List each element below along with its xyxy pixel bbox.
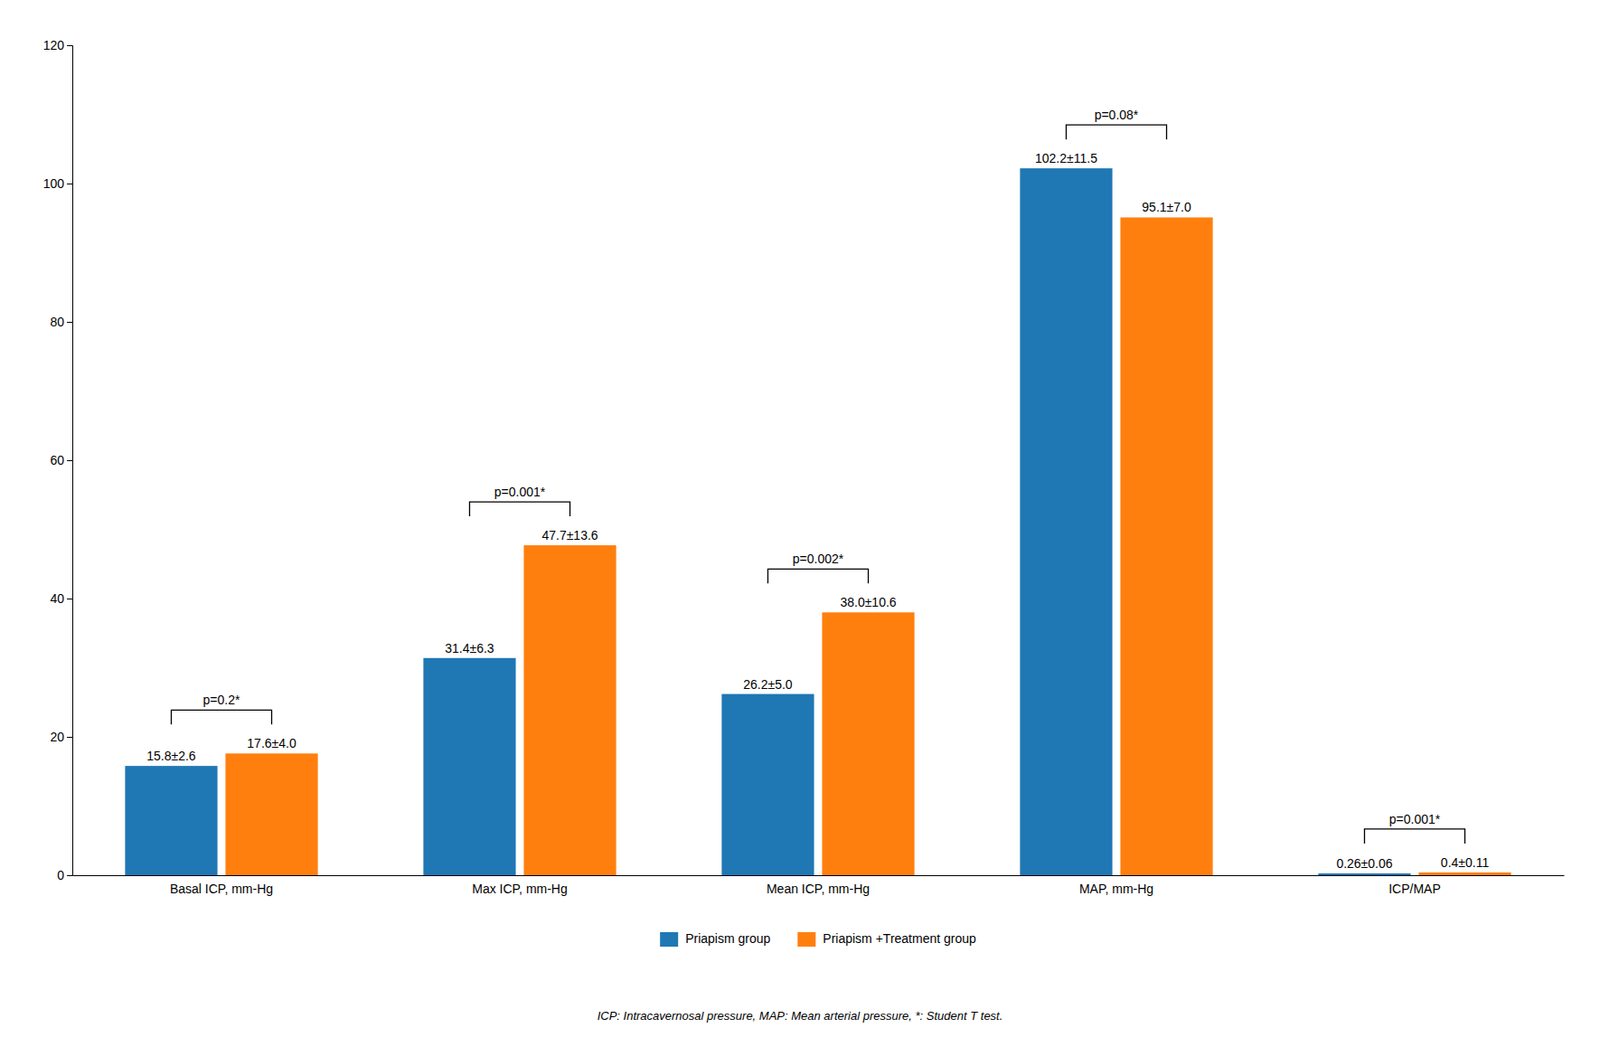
data-label: 95.1±7.0 xyxy=(1141,199,1192,215)
bar xyxy=(225,752,318,876)
y-tick-mark xyxy=(66,45,73,47)
footnote: ICP: Intracavernosal pressure, MAP: Mean… xyxy=(597,1008,1004,1023)
bar xyxy=(523,545,616,876)
data-label: 38.0±10.6 xyxy=(839,594,896,610)
data-label: 31.4±6.3 xyxy=(444,640,495,656)
bar xyxy=(1418,872,1511,876)
annotation: p=0.001* xyxy=(1389,811,1441,827)
y-tick-mark xyxy=(66,183,73,185)
bracket xyxy=(469,501,570,517)
legend-swatch xyxy=(659,931,678,947)
y-tick: 120 xyxy=(43,37,73,53)
bracket xyxy=(1364,828,1465,844)
bars xyxy=(124,168,1511,876)
legend-label: Priapism +Treatment group xyxy=(822,931,977,946)
data-label: 102.2±11.5 xyxy=(1035,150,1098,166)
bar xyxy=(1019,168,1112,876)
x-axis-line xyxy=(73,875,1565,876)
legend-label: Priapism group xyxy=(685,931,771,946)
x-tick: ICP/MAP xyxy=(1388,881,1441,896)
legend: Priapism group Priapism +Treatment group xyxy=(659,931,977,947)
plot: 0 20 40 60 80 100 120 Basal ICP, mm-Hg Max ICP, … xyxy=(43,37,1565,896)
data-labels: 15.8±2.6 31.4±6.3 26.2±5.0 102.2±11.5 0.26±0… xyxy=(146,150,1489,871)
y-tick: 40 xyxy=(49,591,73,606)
bar xyxy=(124,765,217,876)
x-tick-label: ICP/MAP xyxy=(1388,881,1441,896)
data-label: 15.8±2.6 xyxy=(146,748,197,763)
x-tick-label: Basal ICP, mm-Hg xyxy=(169,881,273,896)
y-tick: 0 xyxy=(56,867,73,883)
y-axis-line xyxy=(66,46,74,876)
x-tick-label: Mean ICP, mm-Hg xyxy=(766,881,870,896)
data-label: 26.2±5.0 xyxy=(743,677,793,692)
y-tick-label: 20 xyxy=(49,729,65,744)
annotation: p=0.001* xyxy=(494,484,546,499)
y-axis: 0 20 40 60 80 100 120 xyxy=(43,37,74,883)
data-label: 47.7±13.6 xyxy=(541,527,598,543)
y-tick: 100 xyxy=(43,176,73,191)
x-tick: Basal ICP, mm-Hg xyxy=(169,881,273,896)
data-label: 0.26±0.06 xyxy=(1336,856,1393,871)
y-tick-label: 120 xyxy=(43,37,66,53)
bar xyxy=(721,694,814,876)
y-tick: 60 xyxy=(49,452,73,468)
chart: 0 20 40 60 80 100 120 Basal ICP, mm-Hg Max ICP, … xyxy=(0,0,1600,1047)
y-tick-label: 100 xyxy=(43,176,66,191)
y-tick-label: 80 xyxy=(49,314,65,330)
x-tick-label: Max ICP, mm-Hg xyxy=(471,881,568,896)
y-tick: 20 xyxy=(49,729,73,744)
legend-swatch xyxy=(797,931,816,947)
bar xyxy=(821,611,914,876)
y-tick-mark xyxy=(66,736,73,738)
annotation: p=0.08* xyxy=(1094,107,1139,123)
y-tick-label: 40 xyxy=(49,591,65,606)
bracket xyxy=(1065,124,1167,140)
x-tick: Max ICP, mm-Hg xyxy=(471,881,568,896)
bar xyxy=(423,658,516,876)
annotations: p=0.2* p=0.001* p=0.002* p=0.08* p=0.001* xyxy=(170,107,1465,844)
bracket xyxy=(767,568,868,584)
legend-item: Priapism group xyxy=(659,931,771,947)
y-tick-mark xyxy=(66,460,73,462)
data-label: 17.6±4.0 xyxy=(246,735,297,751)
bracket xyxy=(170,709,272,725)
bar xyxy=(1317,873,1411,876)
x-tick: MAP, mm-Hg xyxy=(1079,881,1154,896)
annotation: p=0.2* xyxy=(203,692,241,707)
bar xyxy=(1120,216,1213,876)
y-tick-mark xyxy=(66,598,73,600)
y-tick-label: 60 xyxy=(49,452,65,468)
y-tick-mark xyxy=(66,321,73,323)
x-axis: Basal ICP, mm-Hg Max ICP, mm-Hg Mean ICP, … xyxy=(73,875,1565,896)
data-label: 0.4±0.11 xyxy=(1440,855,1490,870)
x-tick-label: MAP, mm-Hg xyxy=(1079,881,1154,896)
x-tick: Mean ICP, mm-Hg xyxy=(766,881,870,896)
y-tick-label: 0 xyxy=(56,867,65,883)
legend-item: Priapism +Treatment group xyxy=(797,931,977,947)
y-tick-mark xyxy=(66,875,73,876)
annotation: p=0.002* xyxy=(792,551,845,566)
y-tick: 80 xyxy=(49,314,73,330)
